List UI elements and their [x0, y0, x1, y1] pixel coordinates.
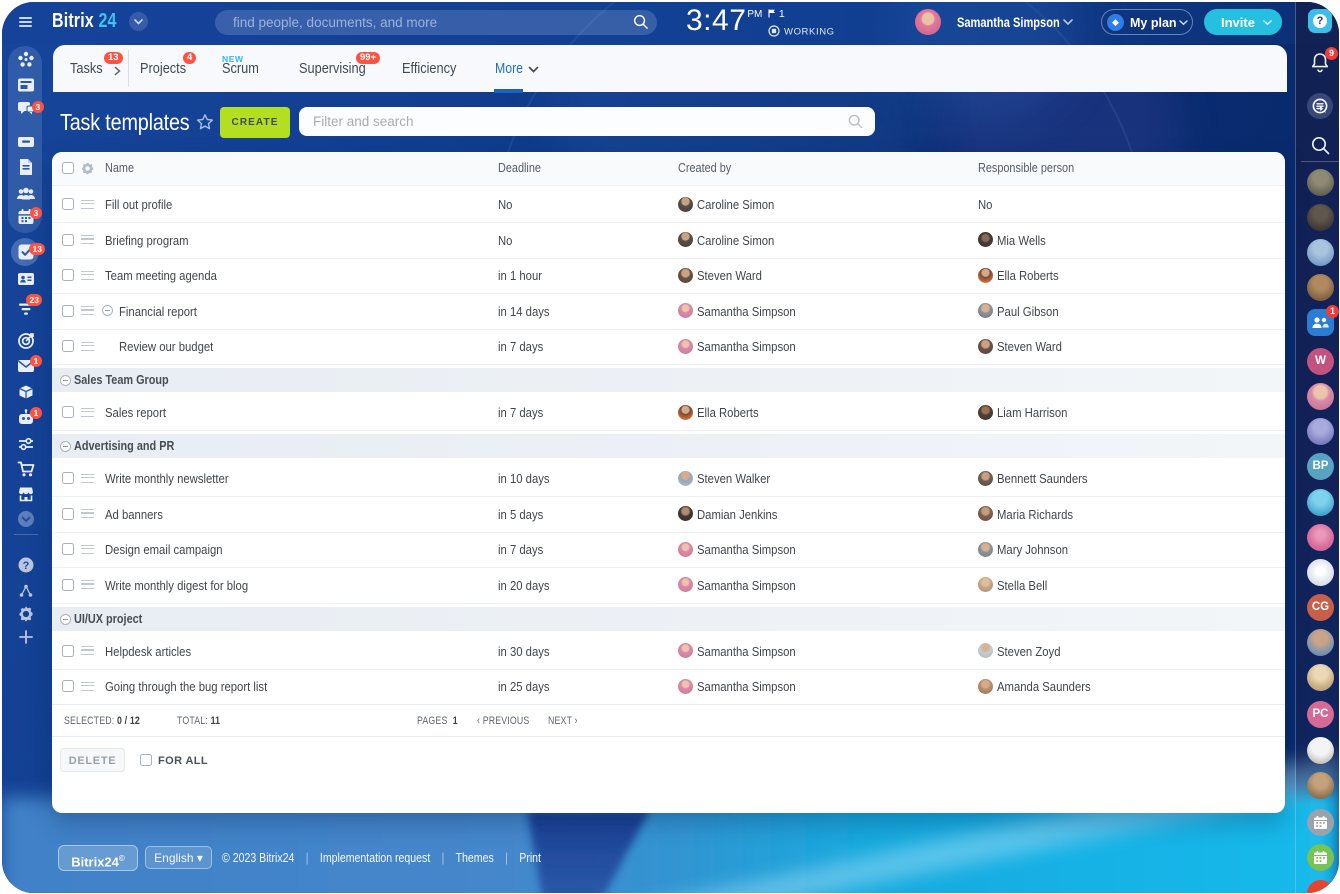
svg-text:?: ?	[23, 560, 30, 572]
